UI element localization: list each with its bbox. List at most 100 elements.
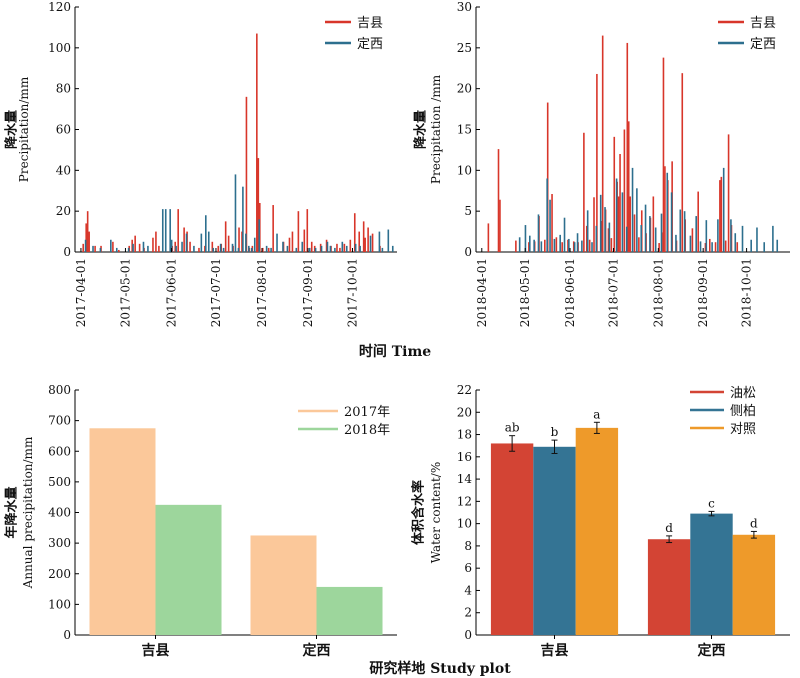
precip-bar: [660, 213, 663, 252]
precip-bar: [112, 241, 114, 252]
precip-bar: [248, 245, 250, 252]
precip-bar: [364, 237, 366, 252]
y-tick-label: 5: [464, 204, 472, 218]
precip-bar: [378, 231, 381, 252]
precip-bar: [708, 238, 711, 252]
precip-bar: [164, 209, 167, 252]
precip-bar: [588, 239, 591, 252]
y-tick-label: 0: [464, 628, 472, 642]
precip-bar: [227, 235, 230, 252]
precip-bar: [599, 194, 602, 252]
precip-bar: [219, 243, 222, 252]
precip-bar: [339, 247, 341, 252]
precip-bar: [621, 192, 624, 252]
significance-letter: b: [551, 425, 559, 439]
precip-bar: [152, 237, 154, 252]
precip-bar: [282, 241, 284, 252]
precip-bar: [169, 209, 171, 252]
precip-bar: [717, 219, 719, 252]
precip-bar: [515, 240, 517, 252]
precip-bar: [217, 245, 220, 252]
precip-bar: [736, 242, 739, 252]
precip-bar: [697, 191, 699, 252]
x-tick-label: 2017-10-01: [345, 258, 359, 327]
bar: [647, 539, 691, 635]
precip-bar: [177, 209, 179, 252]
panel-annual-precipitation: 0 100 200 300 400 500 600 700 800 年降水量 Annual prec…: [4, 383, 397, 659]
precip-bar: [695, 216, 697, 252]
precip-bar: [319, 243, 322, 252]
precip-bar: [537, 214, 540, 252]
precip-bar: [679, 209, 682, 252]
precip-bar: [94, 245, 96, 252]
precip-bar: [88, 231, 90, 252]
x-tick-label: 2017-09-01: [301, 258, 315, 327]
precip-bar: [306, 209, 309, 252]
panel-water-content: 0 2 4 6 8 10 12 14 16 18 20 22 体积含水率 Water content/% a…: [411, 383, 790, 659]
precip-bar: [591, 242, 593, 252]
precip-bar: [553, 238, 556, 252]
y-axis-label-cn: 年降水量: [4, 486, 20, 538]
precip-bar: [174, 241, 177, 252]
precip-bar: [369, 235, 372, 252]
bar: [89, 428, 156, 635]
precip-bar: [654, 227, 657, 252]
x-tick-label: 2017-06-01: [164, 258, 178, 327]
precip-bar: [391, 245, 394, 252]
precip-bar: [555, 237, 558, 252]
precip-bar: [567, 239, 569, 252]
precip-bar: [595, 225, 598, 252]
precip-bar: [699, 241, 702, 252]
precip-bar: [359, 245, 361, 252]
precip-bar: [245, 96, 248, 252]
precip-bar: [533, 239, 535, 252]
precip-bar: [334, 247, 336, 252]
precip-bar: [132, 243, 134, 252]
precip-bar: [714, 242, 717, 252]
precip-bar: [276, 233, 278, 252]
precip-bar: [297, 211, 300, 252]
bar: [732, 534, 776, 635]
precip-bar: [381, 247, 384, 252]
precip-bar: [204, 215, 207, 252]
y-axis-label-en: Precipitation /mm: [429, 74, 443, 184]
y-axis-label-cn: 体积含水率: [411, 480, 427, 545]
precip-bar: [625, 226, 628, 252]
precip-bar: [691, 228, 694, 252]
precip-bar: [524, 225, 527, 252]
y-tick-label: 30: [457, 0, 472, 14]
panel-precipitation-2018: 0 5 10 15 20 25 30 降水量 Precipitation /mm 2018-04-…: [413, 0, 790, 327]
y-tick-label: 20: [457, 82, 472, 96]
legend-label: 2017年: [344, 405, 390, 420]
y-tick-label: 600: [48, 444, 71, 458]
precip-bar: [224, 221, 227, 252]
precip-bar: [138, 243, 141, 252]
precip-bar: [295, 247, 298, 252]
precip-bar: [604, 207, 606, 252]
precip-bar: [658, 243, 660, 252]
precip-bar: [724, 240, 727, 252]
y-tick-label: 0: [464, 245, 472, 259]
precip-bar: [763, 242, 766, 252]
y-tick-label: 22: [457, 383, 472, 397]
y-tick-label: 20: [56, 204, 71, 218]
y-axis-label-cn: 降水量: [413, 110, 429, 149]
precip-bar: [211, 241, 214, 252]
precip-bar: [741, 225, 744, 252]
precip-bar: [349, 239, 352, 252]
bar: [575, 427, 619, 635]
significance-letter: d: [665, 521, 673, 535]
precip-bar: [336, 243, 338, 252]
y-tick-label: 25: [457, 41, 472, 55]
legend-label: 2018年: [344, 423, 390, 438]
precip-bar: [631, 167, 634, 252]
x-tick-label: 2017-04-01: [74, 258, 88, 327]
precip-bar: [572, 241, 575, 252]
precip-bar: [158, 245, 160, 252]
precip-bar: [627, 121, 630, 252]
bar: [316, 586, 383, 635]
precip-bar: [626, 42, 629, 252]
x-category-label: 定西: [698, 642, 726, 659]
precip-bar: [371, 233, 374, 252]
